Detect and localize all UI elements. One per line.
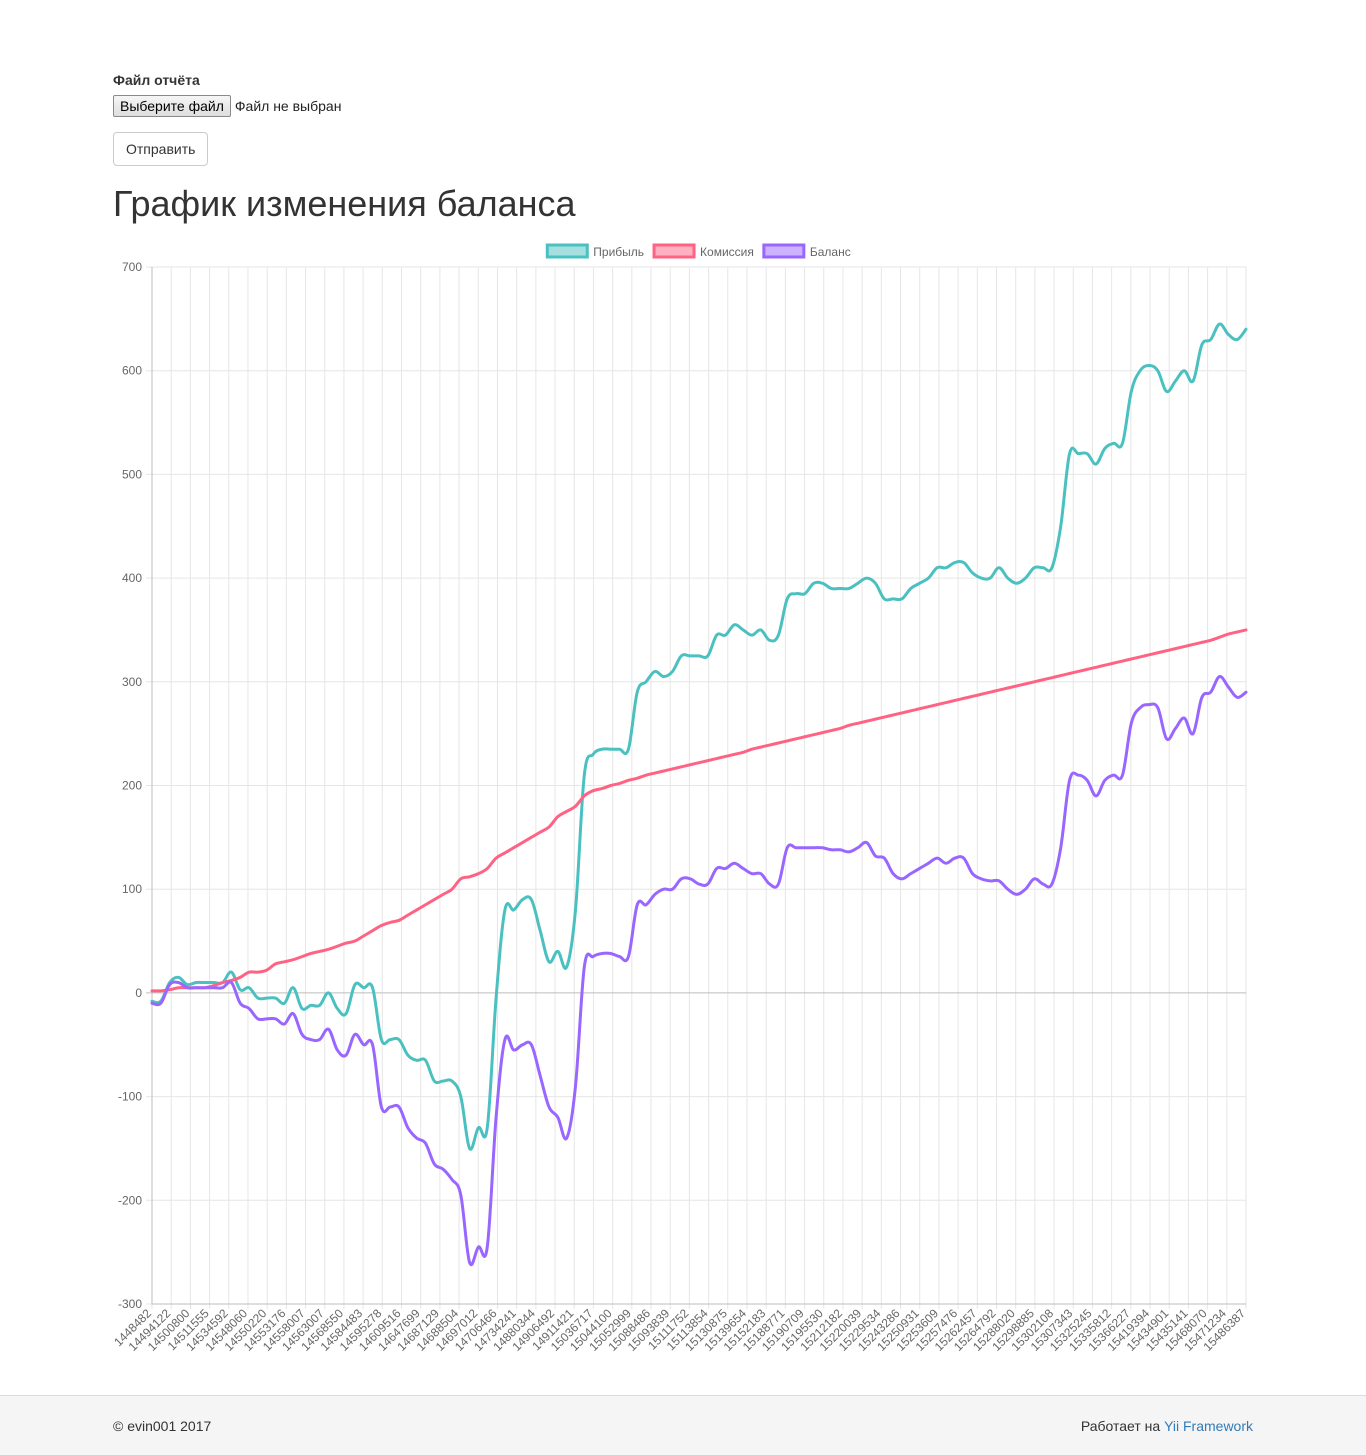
y-tick-label: 300 <box>122 675 142 689</box>
file-input-row: Выберите файл Файл не выбран <box>113 95 341 117</box>
series-line-0 <box>150 322 1248 1151</box>
chart-grid <box>146 266 1247 1309</box>
choose-file-button[interactable]: Выберите файл <box>113 95 231 117</box>
legend-swatch <box>652 243 696 259</box>
y-tick-label: -200 <box>118 1193 142 1207</box>
y-tick-label: 0 <box>135 986 142 1000</box>
file-status-text: Файл не выбран <box>234 98 342 114</box>
legend-label: Прибыль <box>593 245 644 259</box>
footer-powered-by: Работает на Yii Framework <box>1081 1418 1253 1434</box>
legend-swatch <box>762 243 806 259</box>
chart-series <box>150 322 1248 1267</box>
legend-item-2[interactable]: Баланс <box>762 243 851 259</box>
chart-legend[interactable]: Прибыль Комиссия Баланс <box>545 243 851 259</box>
legend-label: Комиссия <box>700 245 754 259</box>
legend-item-0[interactable]: Прибыль <box>545 243 644 259</box>
yii-framework-link[interactable]: Yii Framework <box>1164 1418 1253 1434</box>
y-tick-label: 200 <box>122 779 142 793</box>
footer: © evin001 2017 Работает на Yii Framework <box>0 1395 1366 1455</box>
legend-swatch <box>545 243 589 259</box>
y-tick-label: 600 <box>122 364 142 378</box>
series-line-2 <box>150 675 1248 1267</box>
y-tick-label: 500 <box>122 467 142 481</box>
y-tick-label: -300 <box>118 1297 142 1311</box>
upload-label: Файл отчёта <box>113 72 200 88</box>
footer-copyright: © evin001 2017 <box>113 1418 212 1434</box>
chart-axes: 7006005004003002001000-100-200-300144848… <box>111 260 1248 1354</box>
y-tick-label: 400 <box>122 571 142 585</box>
y-tick-label: -100 <box>118 1090 142 1104</box>
submit-button[interactable]: Отправить <box>113 132 209 166</box>
y-tick-label: 100 <box>122 882 142 896</box>
footer-powered-prefix: Работает на <box>1080 1418 1161 1434</box>
legend-label: Баланс <box>810 245 851 259</box>
y-tick-label: 700 <box>122 260 142 274</box>
balance-chart: 7006005004003002001000-100-200-300144848… <box>111 243 1248 1354</box>
legend-item-1[interactable]: Комиссия <box>652 243 754 259</box>
page-title: График изменения баланса <box>113 183 576 224</box>
series-line-1 <box>150 628 1248 993</box>
